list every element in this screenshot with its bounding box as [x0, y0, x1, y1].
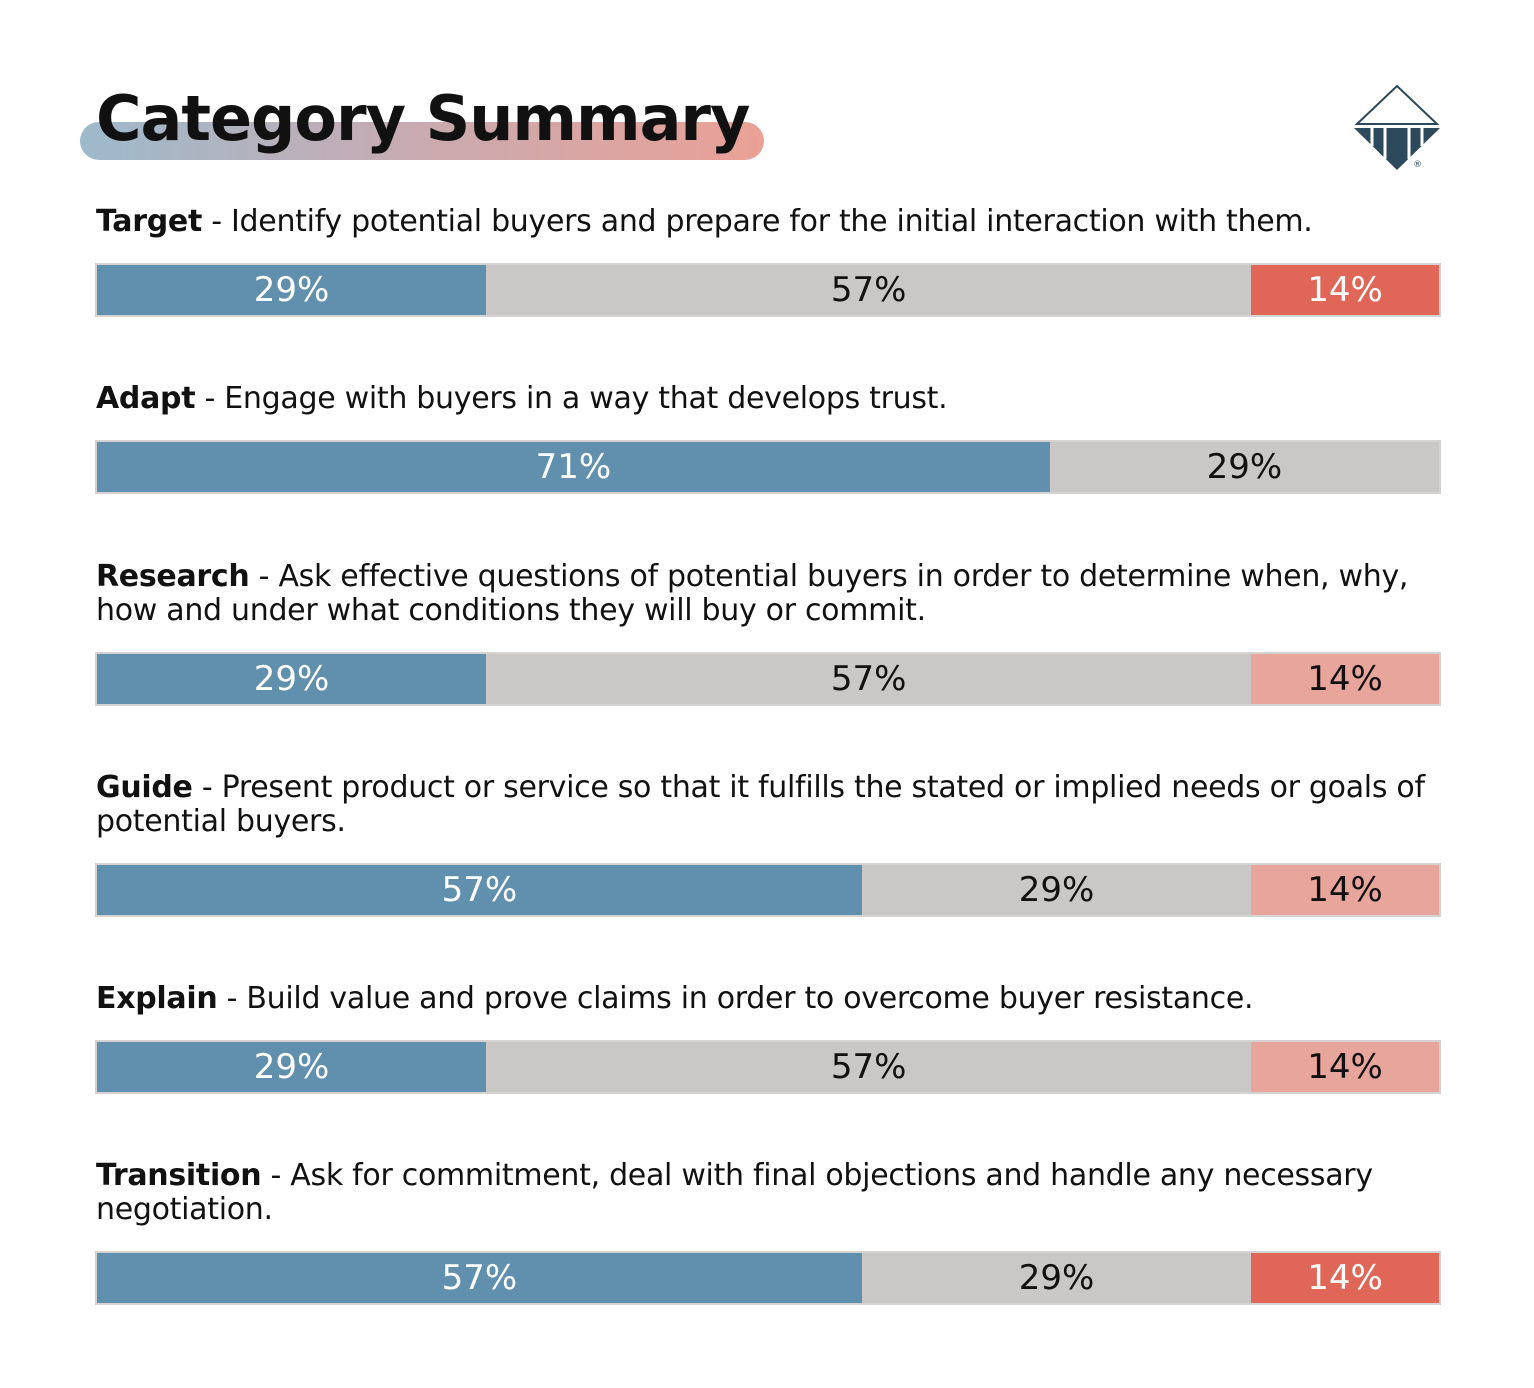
category-description: Research - Ask effective questions of po…	[96, 560, 1441, 628]
segment-label: 57%	[830, 659, 907, 699]
bar-segment: 14%	[1251, 1253, 1439, 1303]
description-text: Engage with buyers in a way that develop…	[224, 381, 948, 416]
segment-label: 57%	[441, 1258, 518, 1298]
bar-segment: 29%	[97, 1042, 487, 1092]
segment-label: 29%	[1206, 447, 1283, 487]
bar-segment: 29%	[97, 265, 487, 315]
description-text: Ask for commitment, deal with final obje…	[96, 1158, 1373, 1227]
category-description: Target - Identify potential buyers and p…	[96, 205, 1441, 239]
category-name: Research	[96, 559, 250, 594]
separator: -	[249, 559, 279, 594]
bar-segment: 57%	[97, 865, 862, 915]
category-name: Target	[96, 204, 202, 239]
category-name: Explain	[96, 981, 218, 1016]
bar-segment: 29%	[97, 654, 487, 704]
segment-label: 14%	[1307, 659, 1383, 699]
category-explain: Explain - Build value and prove claims i…	[95, 982, 1441, 1094]
bar-segment: 29%	[861, 865, 1252, 915]
bar-segment: 14%	[1251, 654, 1439, 704]
stacked-bar: 71% 29%	[95, 440, 1441, 494]
bar-segment: 57%	[486, 1042, 1252, 1092]
category-research: Research - Ask effective questions of po…	[95, 560, 1441, 706]
segment-label: 57%	[830, 270, 907, 310]
segment-label: 29%	[1018, 870, 1095, 910]
separator: -	[192, 770, 222, 805]
category-description: Explain - Build value and prove claims i…	[96, 982, 1441, 1016]
segment-label: 57%	[441, 870, 518, 910]
title-highlight	[80, 122, 764, 160]
bar-segment: 57%	[97, 1253, 862, 1303]
category-name: Guide	[96, 770, 193, 805]
bar-segment: 71%	[97, 442, 1050, 492]
stacked-bar: 29% 57% 14%	[95, 652, 1441, 706]
category-name: Transition	[96, 1158, 262, 1193]
bar-segment: 14%	[1251, 265, 1439, 315]
category-guide: Guide - Present product or service so th…	[95, 771, 1441, 917]
segment-label: 29%	[253, 659, 330, 699]
segment-label: 71%	[535, 447, 612, 487]
description-text: Present product or service so that it fu…	[96, 770, 1425, 839]
description-text: Ask effective questions of potential buy…	[96, 559, 1409, 628]
stacked-bar: 57% 29% 14%	[95, 863, 1441, 917]
category-description: Guide - Present product or service so th…	[96, 771, 1441, 839]
segment-label: 57%	[830, 1047, 907, 1087]
segment-label: 14%	[1307, 1047, 1383, 1087]
separator: -	[217, 981, 247, 1016]
separator: -	[202, 204, 231, 239]
stacked-bar: 29% 57% 14%	[95, 1040, 1441, 1094]
category-target: Target - Identify potential buyers and p…	[95, 205, 1441, 317]
category-adapt: Adapt - Engage with buyers in a way that…	[95, 382, 1441, 494]
bar-segment: 14%	[1251, 1042, 1439, 1092]
separator: -	[261, 1158, 291, 1193]
stacked-bar: 57% 29% 14%	[95, 1251, 1441, 1305]
category-description: Transition - Ask for commitment, deal wi…	[96, 1159, 1441, 1227]
separator: -	[195, 381, 225, 416]
svg-text:®: ®	[1413, 160, 1422, 170]
bar-segment: 14%	[1251, 865, 1439, 915]
segment-label: 14%	[1307, 870, 1383, 910]
category-name: Adapt	[96, 381, 196, 416]
stacked-bar: 29% 57% 14%	[95, 263, 1441, 317]
description-text: Identify potential buyers and prepare fo…	[231, 204, 1313, 239]
bar-segment: 57%	[486, 654, 1252, 704]
bar-segment: 29%	[861, 1253, 1252, 1303]
segment-label: 29%	[253, 270, 330, 310]
company-diamond-logo: ®	[1354, 84, 1440, 170]
description-text: Build value and prove claims in order to…	[246, 981, 1254, 1016]
segment-label: 29%	[1018, 1258, 1095, 1298]
bar-segment: 29%	[1049, 442, 1439, 492]
category-description: Adapt - Engage with buyers in a way that…	[96, 382, 1441, 416]
page-title-block: Category Summary	[80, 78, 764, 160]
segment-label: 14%	[1307, 270, 1383, 310]
page-title: Category Summary	[96, 82, 750, 155]
segment-label: 29%	[253, 1047, 330, 1087]
category-transition: Transition - Ask for commitment, deal wi…	[95, 1159, 1441, 1305]
bar-segment: 57%	[486, 265, 1252, 315]
segment-label: 14%	[1307, 1258, 1383, 1298]
